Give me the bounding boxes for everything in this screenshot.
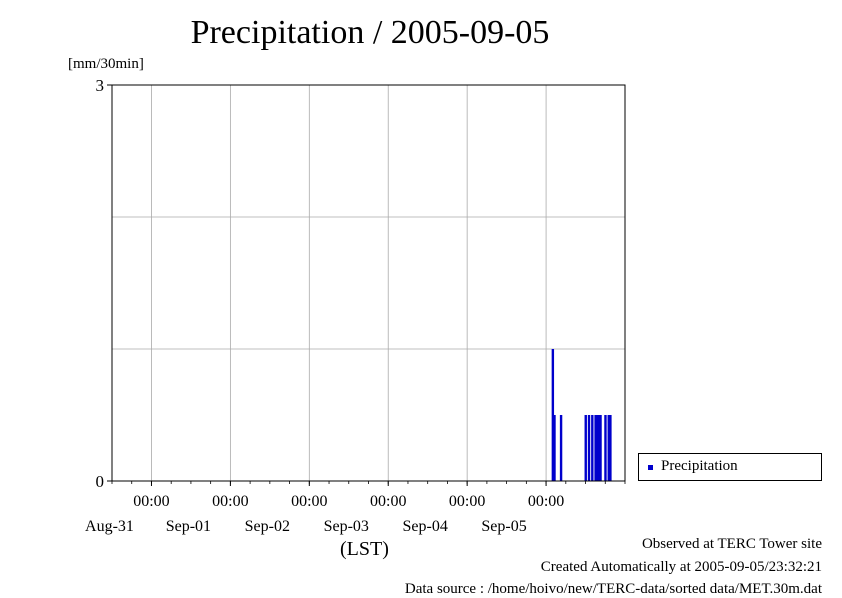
x-tick-label-time: 00:00 [528, 493, 564, 510]
grid-layer [112, 85, 625, 481]
precipitation-bar [596, 415, 599, 481]
legend: Precipitation [638, 453, 822, 481]
precipitation-bar [597, 415, 601, 481]
y-axis-label: [mm/30min] [68, 56, 144, 72]
precipitation-bar [559, 415, 563, 481]
x-tick-label-time: 00:00 [291, 493, 327, 510]
x-tick-label-date: Sep-03 [324, 518, 369, 535]
x-tick-label-time: 00:00 [133, 493, 169, 510]
precipitation-bar [584, 415, 587, 481]
bar-layer [551, 349, 612, 481]
x-tick-label-date: Sep-02 [245, 518, 290, 535]
precipitation-bar [594, 415, 597, 481]
tick-layer: 00:00Aug-3100:00Sep-0100:00Sep-0200:00Se… [85, 76, 626, 535]
x-tick-label-time: 00:00 [370, 493, 406, 510]
data-source-note: Data source : /home/hoivo/new/TERC-data/… [404, 581, 822, 597]
chart-title: Precipitation / 2005-09-05 [190, 14, 550, 51]
y-tick-label: 0 [96, 472, 105, 491]
precipitation-bar [591, 415, 594, 481]
x-tick-label-date: Aug-31 [85, 518, 134, 535]
x-tick-label-date: Sep-01 [166, 518, 211, 535]
precipitation-bar [609, 415, 612, 481]
observed-note: Observed at TERC Tower site [641, 536, 822, 552]
legend-swatch [648, 465, 653, 470]
precipitation-bar [551, 349, 555, 481]
legend-label: Precipitation [661, 458, 738, 474]
x-axis-label: (LST) [340, 538, 389, 560]
precipitation-bar [553, 415, 556, 481]
x-tick-label-time: 00:00 [449, 493, 485, 510]
precipitation-bar [599, 415, 602, 481]
created-note: Created Automatically at 2005-09-05/23:3… [540, 559, 822, 575]
x-tick-label-date: Sep-05 [481, 518, 526, 535]
precipitation-bar [587, 415, 591, 481]
plot-frame [111, 84, 626, 482]
precipitation-bar [607, 415, 610, 481]
x-tick-label-time: 00:00 [212, 493, 248, 510]
x-tick-label-date: Sep-04 [402, 518, 447, 535]
precipitation-bar [604, 415, 607, 481]
y-tick-label: 3 [96, 76, 105, 95]
